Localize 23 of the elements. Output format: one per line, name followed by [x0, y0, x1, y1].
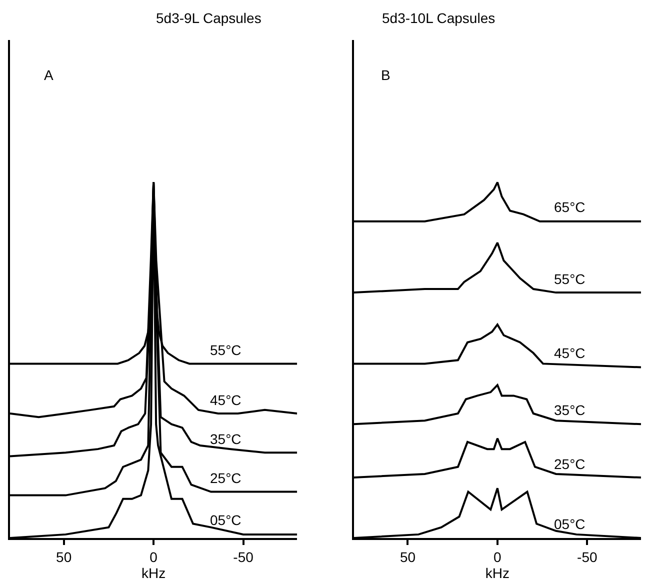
x-tick-label: 0: [150, 548, 158, 565]
x-tick-label: 50: [56, 548, 72, 565]
series-label: 45°C: [210, 392, 242, 408]
series-label: 65°C: [554, 199, 586, 215]
chart-title: 5d3-9L Capsules: [156, 10, 262, 26]
text: A: [44, 67, 54, 83]
x-tick-label: -50: [577, 548, 598, 565]
x-tick-label: 50: [400, 548, 416, 565]
series-label: 55°C: [554, 271, 586, 287]
series-label: 25°C: [210, 470, 242, 486]
x-tick-label: 0: [494, 548, 502, 565]
series-label: 45°C: [554, 345, 586, 361]
series-label: 05°C: [554, 516, 586, 532]
series-label: 05°C: [210, 512, 242, 528]
x-axis-title: kHz: [141, 564, 166, 581]
series-label: 25°C: [554, 456, 586, 472]
text: B: [381, 67, 390, 83]
chart-title: 5d3-10L Capsules: [382, 10, 496, 26]
series-label: 35°C: [210, 431, 242, 447]
x-axis-title: kHz: [485, 564, 510, 581]
series-label: 55°C: [210, 342, 242, 358]
x-tick-label: -50: [233, 548, 254, 565]
series-label: 35°C: [554, 402, 586, 418]
